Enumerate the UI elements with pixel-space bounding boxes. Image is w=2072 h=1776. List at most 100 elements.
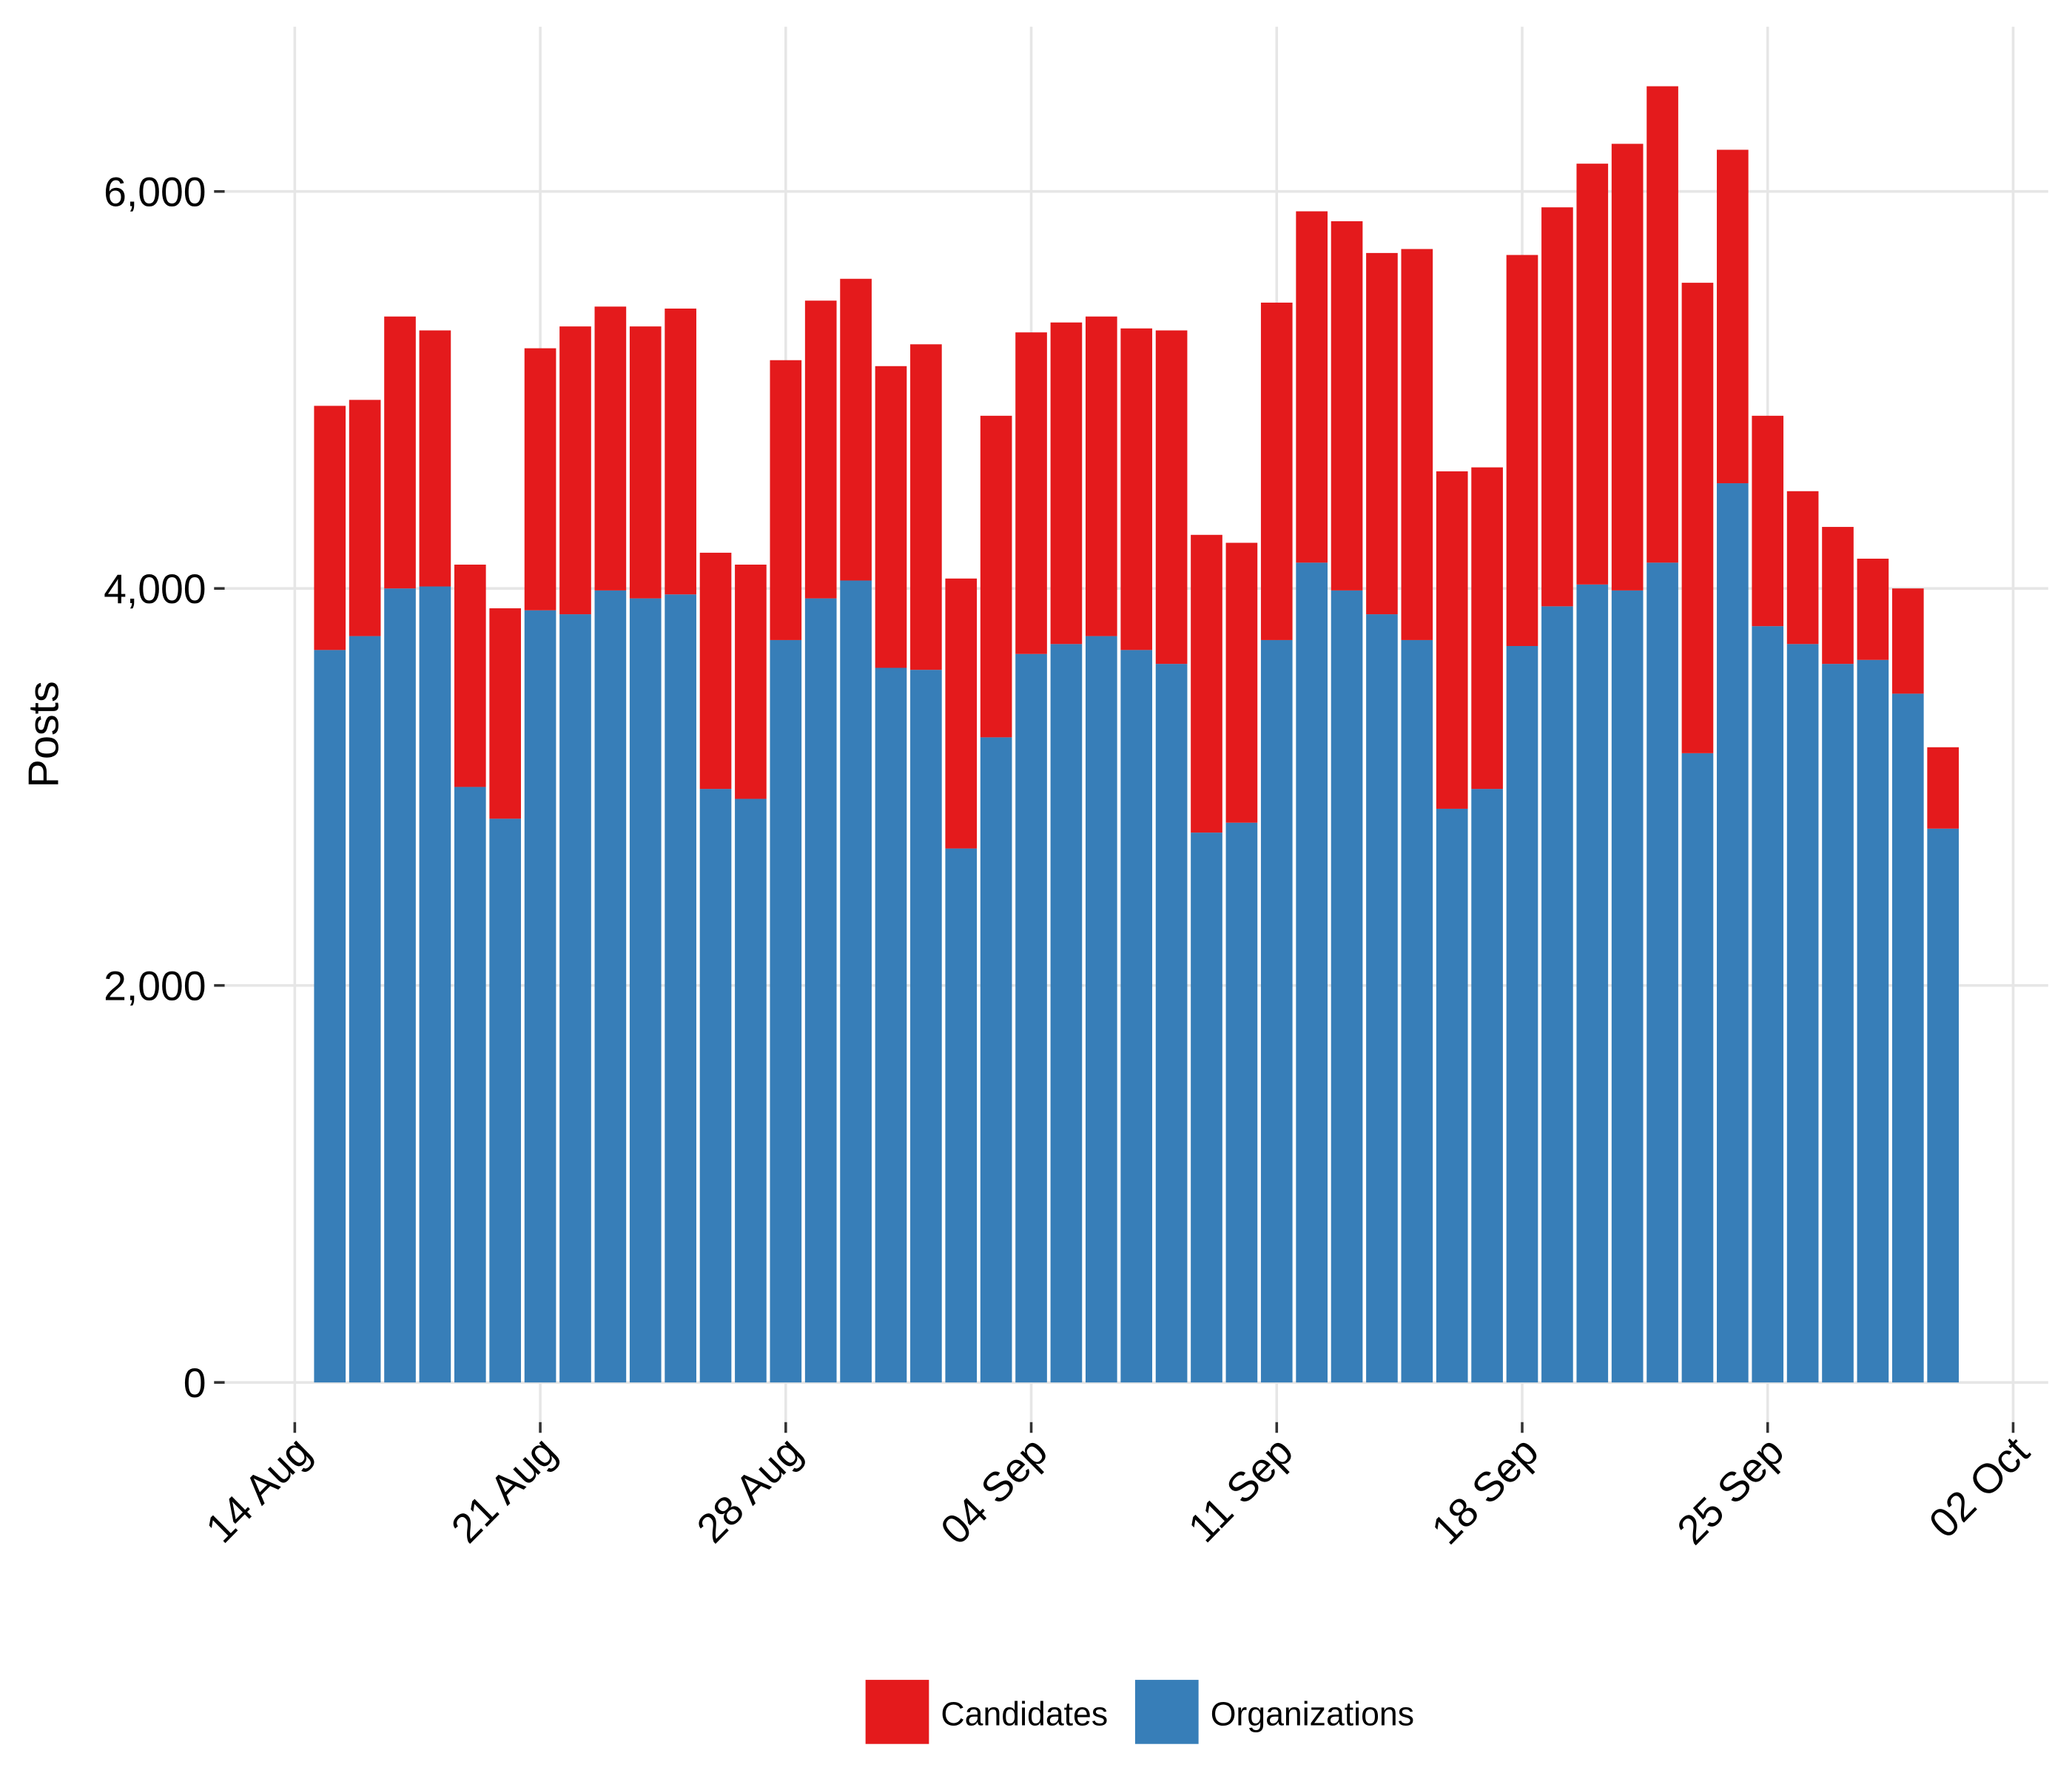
bar-segment xyxy=(1155,664,1188,1383)
bar-segment xyxy=(1752,626,1784,1383)
bar-segment xyxy=(1681,283,1714,753)
bar-segment xyxy=(1085,316,1117,636)
x-tick-label: 14 Aug xyxy=(197,1428,319,1552)
bar-segment xyxy=(1015,653,1047,1383)
bar-segment xyxy=(1401,639,1433,1383)
bar-segment xyxy=(1436,808,1468,1383)
bar-segment xyxy=(665,594,696,1383)
bar-segment xyxy=(1331,590,1363,1383)
bar-segment xyxy=(840,580,872,1383)
bar-segment xyxy=(419,330,451,587)
bar-segment xyxy=(1786,491,1819,645)
bar-segment xyxy=(1296,562,1328,1383)
bar-segment xyxy=(980,415,1012,738)
bar-segment xyxy=(419,586,451,1383)
bar-segment xyxy=(945,578,978,849)
bar-segment xyxy=(1471,789,1503,1383)
bar-segment xyxy=(629,326,662,599)
bar-segment xyxy=(1576,164,1609,585)
bar-segment xyxy=(1191,534,1222,833)
bar-segment xyxy=(804,598,837,1383)
bar-segment xyxy=(314,650,346,1383)
bar-segment xyxy=(1891,588,1924,694)
bar-segment xyxy=(1436,471,1468,809)
bar-segment xyxy=(454,565,486,787)
bar-segment xyxy=(454,787,486,1383)
bar-segment xyxy=(1260,639,1293,1383)
legend-label: Candidates xyxy=(941,1695,1108,1732)
bar-segment xyxy=(804,300,837,599)
x-tick-label: 02 Oct xyxy=(1920,1427,2038,1547)
x-tick-label: 28 Aug xyxy=(688,1428,810,1552)
bar-segment xyxy=(384,316,416,589)
bar-segment xyxy=(1717,483,1749,1383)
bar-segment xyxy=(1752,415,1784,627)
bar-segment xyxy=(1717,149,1749,484)
bar-segment xyxy=(559,326,591,615)
bar-segment xyxy=(1822,527,1854,665)
bar-segment xyxy=(1541,606,1573,1383)
bar-segment xyxy=(1786,644,1819,1383)
bar-segment xyxy=(1822,664,1854,1383)
bar-segment xyxy=(1085,636,1117,1383)
bar-segment xyxy=(1646,562,1678,1383)
bar-segment xyxy=(1576,584,1609,1383)
x-tick-label: 04 Sep xyxy=(932,1428,1056,1553)
bar-segment xyxy=(770,639,802,1383)
bar-segment xyxy=(1611,144,1644,591)
bar-segment xyxy=(629,598,662,1383)
bar-segment xyxy=(1891,693,1924,1383)
x-tick-label: 18 Sep xyxy=(1423,1428,1547,1553)
y-tick-label: 6,000 xyxy=(104,169,206,215)
bar-segment xyxy=(349,400,381,636)
bar-segment xyxy=(489,818,522,1383)
bar-segment xyxy=(1927,747,1960,829)
bar-segment xyxy=(1366,252,1398,615)
x-tick-label: 25 Sep xyxy=(1669,1428,1793,1553)
bar-segment xyxy=(1225,822,1258,1383)
bar-segment xyxy=(1506,255,1538,646)
legend-label: Organizations xyxy=(1211,1695,1414,1732)
bar-segment xyxy=(1366,614,1398,1383)
bar-segment xyxy=(594,306,627,591)
bar-segment xyxy=(1120,650,1153,1383)
bar-segment xyxy=(1927,828,1960,1383)
bar-segment xyxy=(1015,332,1047,654)
bar-segment xyxy=(524,348,556,610)
bar-segment xyxy=(699,789,732,1383)
bar-segment xyxy=(875,366,907,668)
bar-segment xyxy=(665,308,696,595)
bar-segment xyxy=(840,278,872,581)
legend-swatch xyxy=(1134,1680,1199,1744)
x-tick-label: 21 Aug xyxy=(443,1428,565,1552)
bar-segment xyxy=(1646,86,1678,563)
bar-segment xyxy=(1296,211,1328,563)
bar-segment xyxy=(1506,645,1538,1383)
bar-segment xyxy=(1331,221,1363,591)
bar-segment xyxy=(384,588,416,1383)
bar-segment xyxy=(945,848,978,1383)
bar-segment xyxy=(594,590,627,1383)
bar-segment xyxy=(1225,542,1258,823)
bar-segment xyxy=(770,360,802,640)
bar-segment xyxy=(1050,644,1083,1383)
y-tick-label: 4,000 xyxy=(104,566,206,612)
y-axis-title: Posts xyxy=(21,681,68,787)
bar-segment xyxy=(1471,467,1503,790)
bar-segment xyxy=(1191,832,1222,1383)
bar-segment xyxy=(489,608,522,819)
bar-segment xyxy=(875,667,907,1383)
bar-segment xyxy=(980,737,1012,1383)
bar-segment xyxy=(735,798,767,1383)
bar-segment xyxy=(910,344,942,670)
bar-segment xyxy=(1857,558,1889,660)
bar-segment xyxy=(559,614,591,1383)
bar-segment xyxy=(1541,207,1573,607)
bar-segment xyxy=(1681,753,1714,1383)
bar-segment xyxy=(1155,330,1188,665)
legend-swatch xyxy=(865,1680,929,1744)
bar-segment xyxy=(349,636,381,1383)
bar-segment xyxy=(1611,590,1644,1383)
y-tick-label: 2,000 xyxy=(104,963,206,1009)
